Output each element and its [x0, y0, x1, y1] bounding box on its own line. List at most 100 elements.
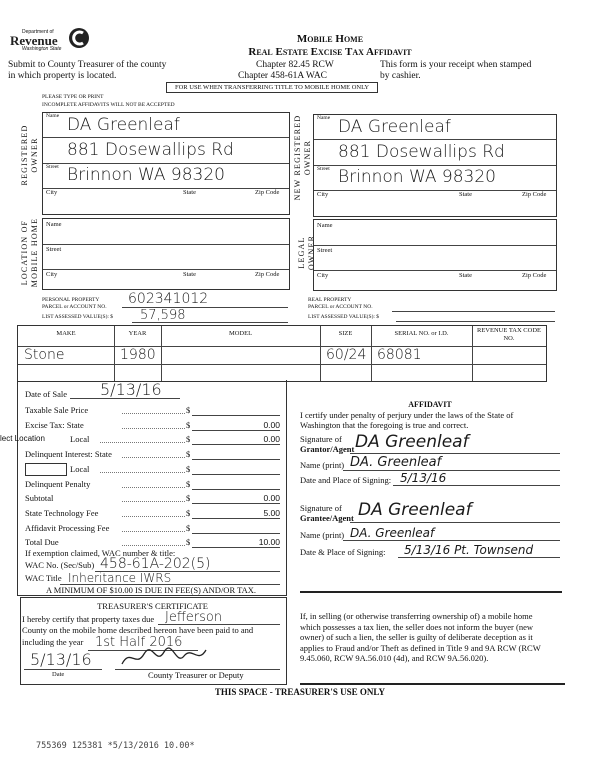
mobile-home-table: MAKE YEAR MODEL SIZE SERIAL NO. or I.D. REVEN… — [17, 325, 547, 382]
treasurer-year[interactable]: 1st Half 2016 — [95, 635, 183, 650]
new-owner-street[interactable]: 881 Dosewallips Rd — [338, 142, 505, 162]
dollar-sign: $ — [186, 420, 191, 430]
new-owner-name[interactable]: DA Greenleaf — [338, 117, 451, 137]
treasurer-date[interactable]: 5/13/16 — [30, 650, 92, 669]
grantor-name-label: Name (print) — [300, 460, 345, 470]
fee-value[interactable]: 0.00 — [263, 493, 280, 503]
personal-account-no[interactable]: 602341012 — [128, 291, 209, 307]
location-label: LOCATION OF MOBILE HOME — [20, 217, 39, 288]
wac-title[interactable]: Inheritance IWRS — [68, 571, 172, 585]
treasurer-county[interactable]: Jefferson — [165, 610, 223, 625]
grantee-date[interactable]: 5/13/16 Pt. Townsend — [404, 543, 534, 557]
state-label: State — [459, 191, 472, 198]
fee-value[interactable]: 0.00 — [263, 434, 280, 444]
personal-assessed-value[interactable]: 57,598 — [140, 308, 186, 323]
grantor-signature[interactable]: DA Greenleaf — [355, 432, 469, 452]
leader-dots — [122, 531, 185, 532]
street-label: Street — [317, 247, 333, 254]
dor-swirl-icon — [69, 28, 89, 48]
leader-dots — [122, 487, 185, 488]
dollar-sign: $ — [186, 464, 191, 474]
fee-label: Delinquent Interest: State — [25, 449, 112, 459]
affidavit-title: AFFIDAVIT — [408, 400, 452, 409]
city-label: City — [317, 191, 329, 198]
street-label: Street — [46, 164, 59, 170]
dollar-sign: $ — [186, 479, 191, 489]
warning-line: If, in selling (or otherwise transferrin… — [300, 611, 533, 621]
grantee-name[interactable]: DA. Greenleaf — [350, 526, 435, 540]
treasurer-deputy-label: County Treasurer or Deputy — [148, 670, 244, 680]
grantee-signature[interactable]: DA Greenleaf — [358, 500, 472, 520]
table-cell[interactable]: 60/24 — [326, 347, 367, 363]
registered-owner-name[interactable]: DA Greenleaf — [67, 115, 180, 135]
fee-label: Local — [70, 434, 90, 444]
state-label: State — [183, 271, 196, 278]
real-property-label: REAL PROPERTY PARCEL or ACCOUNT NO. — [308, 297, 373, 310]
transfer-banner: FOR USE WHEN TRANSFERRING TITLE TO MOBIL… — [166, 82, 379, 93]
state-label: State — [459, 272, 472, 279]
grantor-name[interactable]: DA. Greenleaf — [350, 455, 442, 470]
cert-line1: I certify under penalty of perjury under… — [300, 410, 514, 420]
treasurer-signature-icon — [121, 647, 207, 665]
incomplete-note: INCOMPLETE AFFIDAVITS WILL NOT BE ACCEPT… — [42, 102, 175, 108]
dollar-sign: $ — [186, 434, 191, 444]
dollar-sign: $ — [186, 508, 191, 518]
street-label: Street — [46, 246, 62, 253]
logo-dept: Department of — [22, 29, 54, 35]
zip-label: Zip Code — [255, 271, 280, 278]
submit-line1: Submit to County Treasurer of the county — [8, 60, 167, 70]
registered-owner-street[interactable]: 881 Dosewallips Rd — [67, 140, 234, 160]
treasurer-use-only: THIS SPACE - TREASURER'S USE ONLY — [214, 687, 386, 697]
treasurer-date-label: Date — [52, 671, 65, 678]
fees-box — [17, 380, 287, 596]
registered-owner-label: REGISTERED OWNER — [20, 124, 39, 186]
fee-value[interactable]: 0.00 — [263, 420, 280, 430]
treasurer-line1: I hereby certify that property taxes due — [22, 614, 155, 624]
grantee-sig-label: Signature of Grantee/Agent — [300, 503, 354, 523]
table-cell[interactable]: Stone — [24, 347, 65, 363]
minimum-due-note: A MINIMUM OF $10.00 IS DUE IN FEE(S) AND… — [45, 585, 257, 595]
fee-value[interactable]: 10.00 — [258, 537, 280, 547]
leader-dots — [100, 472, 185, 473]
name-label: Name — [317, 222, 333, 229]
treasurer-line3: including the year — [22, 637, 84, 647]
dollar-sign: $ — [186, 405, 191, 415]
receipt-line1: This form is your receipt when stamped — [380, 60, 532, 70]
city-label: City — [46, 189, 58, 196]
fee-label: Taxable Sale Price — [25, 405, 89, 415]
registered-owner-city-state-zip[interactable]: Brinnon WA 98320 — [67, 165, 225, 185]
exemption-label: If exemption claimed, WAC number & title… — [25, 548, 176, 558]
fee-label: Delinquent Penalty — [25, 479, 91, 489]
title-line2: Real Estate Excise Tax Affidavit — [248, 46, 412, 58]
title-line1: Mobile Home — [296, 33, 364, 45]
fee-label: State Technology Fee — [25, 508, 99, 518]
leader-dots — [122, 501, 185, 502]
fee-label: Affidavit Processing Fee — [25, 523, 110, 533]
grantee-date-label: Date & Place of Signing: — [300, 547, 386, 557]
select-location-dropdown[interactable]: lect Location — [0, 434, 45, 443]
table-cell[interactable]: 68081 — [377, 347, 422, 363]
zip-label: Zip Code — [522, 191, 547, 198]
table-cell[interactable]: 1980 — [120, 347, 156, 363]
treasurer-title: TREASURER'S CERTIFICATE — [97, 601, 208, 611]
table-header: SERIAL NO. or I.D. — [394, 330, 449, 337]
dollar-sign: $ — [186, 493, 191, 503]
delinquent-local-input[interactable] — [25, 463, 67, 476]
new-owner-city-state-zip[interactable]: Brinnon WA 98320 — [338, 167, 496, 187]
leader-dots — [100, 442, 185, 443]
personal-property-label: PERSONAL PROPERTY PARCEL or ACCOUNT NO. — [42, 297, 107, 310]
fee-value[interactable]: 5.00 — [263, 508, 280, 518]
wac-no[interactable]: 458-61A-202(5) — [100, 556, 211, 572]
personal-value-label: LIST ASSESSED VALUE(S): $ — [42, 314, 114, 320]
dor-logo: Department of Revenue Washington State — [10, 28, 89, 52]
grantor-date-label: Date and Place of Signing: — [300, 475, 392, 485]
wac-no-label: WAC No. (Sec/Sub) — [25, 560, 95, 570]
zip-label: Zip Code — [255, 189, 280, 196]
date-of-sale-label: Date of Sale — [25, 389, 68, 399]
grantor-date[interactable]: 5/13/16 — [400, 471, 447, 485]
street-label: Street — [317, 166, 330, 172]
new-registered-owner-label: NEW REGISTERED OWNER — [293, 114, 312, 201]
city-label: City — [46, 271, 58, 278]
date-of-sale[interactable]: 5/13/16 — [100, 380, 162, 399]
